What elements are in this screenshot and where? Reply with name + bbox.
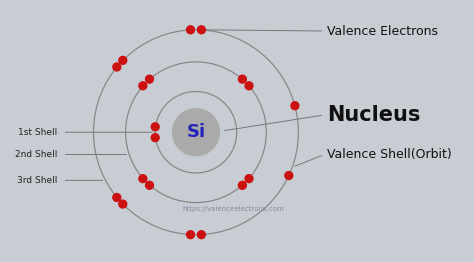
Text: 2nd Shell: 2nd Shell: [15, 150, 58, 159]
Circle shape: [245, 82, 253, 90]
Circle shape: [119, 56, 127, 64]
Circle shape: [173, 109, 219, 156]
Text: 3rd Shell: 3rd Shell: [18, 176, 58, 185]
Circle shape: [146, 75, 154, 83]
Text: https://valenceelectrons.com: https://valenceelectrons.com: [182, 206, 284, 212]
Circle shape: [146, 181, 154, 189]
Circle shape: [238, 181, 246, 189]
Circle shape: [285, 172, 293, 179]
Text: Nucleus: Nucleus: [327, 105, 420, 125]
Circle shape: [113, 194, 121, 201]
Circle shape: [151, 134, 159, 142]
Text: 1st Shell: 1st Shell: [18, 128, 58, 137]
Circle shape: [139, 82, 147, 90]
Circle shape: [291, 102, 299, 110]
Circle shape: [113, 63, 121, 71]
Circle shape: [139, 175, 147, 183]
Circle shape: [187, 231, 194, 239]
Circle shape: [187, 26, 194, 34]
Text: Si: Si: [186, 123, 206, 141]
Text: Valence Shell(Orbit): Valence Shell(Orbit): [327, 148, 452, 161]
Text: Valence Electrons: Valence Electrons: [327, 25, 438, 37]
Circle shape: [119, 200, 127, 208]
Circle shape: [151, 123, 159, 131]
Circle shape: [198, 231, 205, 239]
Circle shape: [238, 75, 246, 83]
Circle shape: [245, 175, 253, 183]
Circle shape: [198, 26, 205, 34]
